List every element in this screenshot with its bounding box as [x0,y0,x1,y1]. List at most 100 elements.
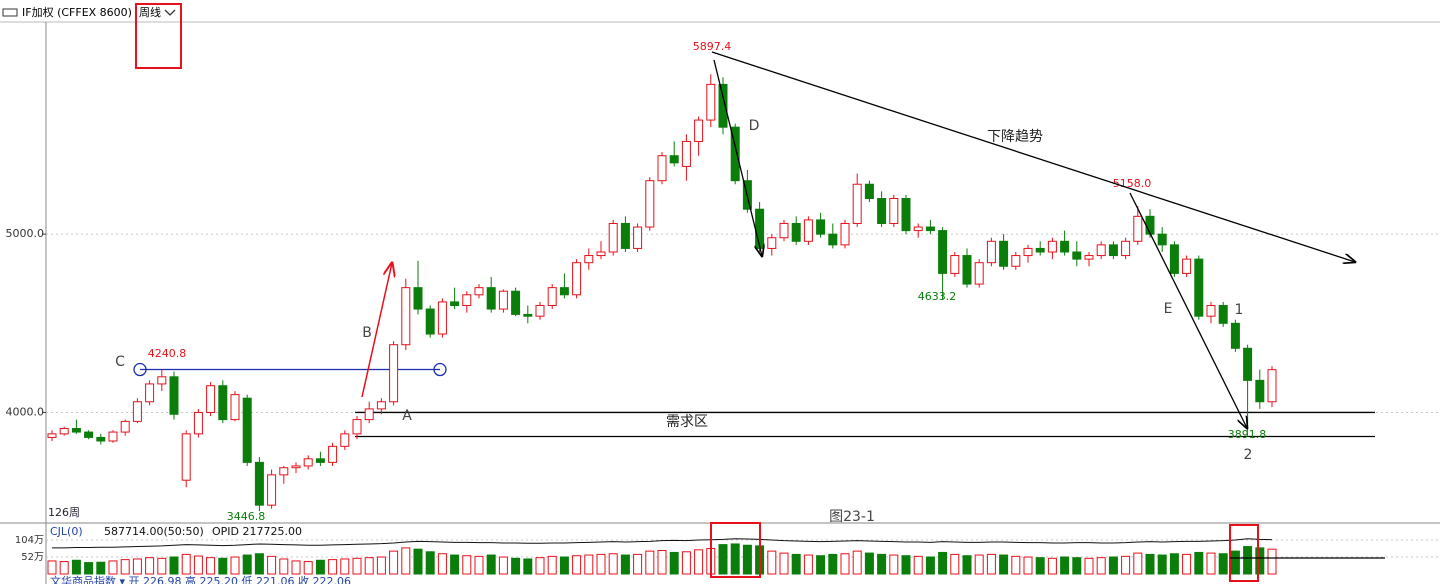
volume-bar [511,557,521,575]
volume-bar [864,552,874,575]
volume-bar [328,559,338,575]
marker-circle [133,362,147,377]
candle-body [706,83,716,121]
volume-bar [669,551,679,575]
volume-bar [901,555,911,575]
candle-body [1230,322,1240,349]
volume-bar [1267,548,1277,575]
candle-body [1194,258,1204,317]
volume-bar [1145,553,1155,575]
candle-body [828,233,838,246]
volume-bar [535,557,545,575]
candle-body [1182,258,1192,274]
y-tick-label: 52万 [21,552,44,563]
arrow [1129,192,1247,428]
highlight-box [135,3,182,69]
volume-bar [364,557,374,575]
volume-bar [1206,552,1216,575]
candle-body [84,431,94,438]
volume-bar [1218,553,1228,575]
candle-body [986,240,996,264]
volume-bar [389,550,399,575]
volume-bar [84,562,94,575]
candle-body [486,287,496,310]
candle-body [218,385,228,421]
volume-bar [132,558,142,575]
volume-bar [376,556,386,575]
candle-body [303,458,313,467]
candle-body [120,420,130,433]
volume-bar [1023,556,1033,575]
candle-body [572,262,582,296]
volume-bar [218,557,228,575]
low-label: 4633.2 [918,290,957,303]
volume-bar [47,560,57,575]
volume-bar [877,553,887,575]
candle-body [523,313,533,317]
volume-bar [413,548,423,575]
high-label: 4240.8 [148,347,187,360]
volume-bar [803,554,813,575]
volume-bar [462,555,472,575]
volume-bar [999,554,1009,575]
volume-bar [925,556,935,575]
volume-bar [157,557,167,575]
volume-bar [962,555,972,575]
highlight-box [710,522,761,578]
candle-body [352,419,362,435]
volume-bar [267,555,277,575]
volume-bar [59,561,69,575]
volume-bar [303,561,313,575]
point-label: E [1164,301,1173,317]
volume-bar [718,544,728,575]
candle-body [413,287,423,310]
volume-bar [840,553,850,575]
candle-body [681,140,691,167]
candle-body [96,436,106,442]
low-label: 3891.8 [1228,428,1267,441]
candle-body [608,222,618,253]
candle-body [816,219,826,235]
candle-body [267,474,277,506]
volume-bar [1182,553,1192,575]
opid-value: OPID 217725.00 [212,525,302,538]
volume-bar [120,559,130,575]
highlight-box [1229,524,1259,582]
period[interactable]: 周线 [139,5,161,19]
volume-bar [523,558,533,575]
trend-label: 下降趋势 [987,129,1043,145]
arrow [713,59,762,256]
volume-bar [938,551,948,575]
candle-body [535,304,545,317]
candle-body [437,301,447,335]
volume-bar [889,554,899,575]
volume-bar [315,559,325,575]
volume-bar [828,553,838,575]
volume-bar [1047,557,1057,575]
candle-body [584,255,594,264]
volume-bar [1157,554,1167,575]
point-label: A [402,408,412,424]
volume-bar [767,550,777,575]
volume-bar [645,550,655,575]
low-label: 3446.8 [227,510,266,523]
candle-body [425,308,435,335]
candle-body [498,290,508,310]
candle-body [230,394,240,421]
bar-count: 126周 [48,506,80,519]
y-tick-label: 4000.0 [6,405,45,418]
footer: 文华商品指数 ▾ 开 226.98 高 225.20 低 221.06 收 22… [50,574,351,584]
volume-bar [108,560,118,575]
candle-body [840,222,850,246]
candle-body [1267,369,1277,403]
volume-value: 587714.00(50:50) [104,525,204,538]
volume-bar [584,554,594,575]
candle-body [364,408,374,421]
candle-body [1169,244,1179,274]
candle-body [279,467,289,476]
volume-bar [1194,551,1204,575]
volume-bar [608,553,618,575]
candle-body [669,155,679,164]
y-tick-label: 104万 [15,535,44,546]
candle-body [938,230,948,274]
